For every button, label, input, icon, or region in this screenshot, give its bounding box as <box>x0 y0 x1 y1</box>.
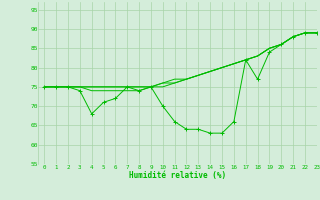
X-axis label: Humidité relative (%): Humidité relative (%) <box>129 171 226 180</box>
